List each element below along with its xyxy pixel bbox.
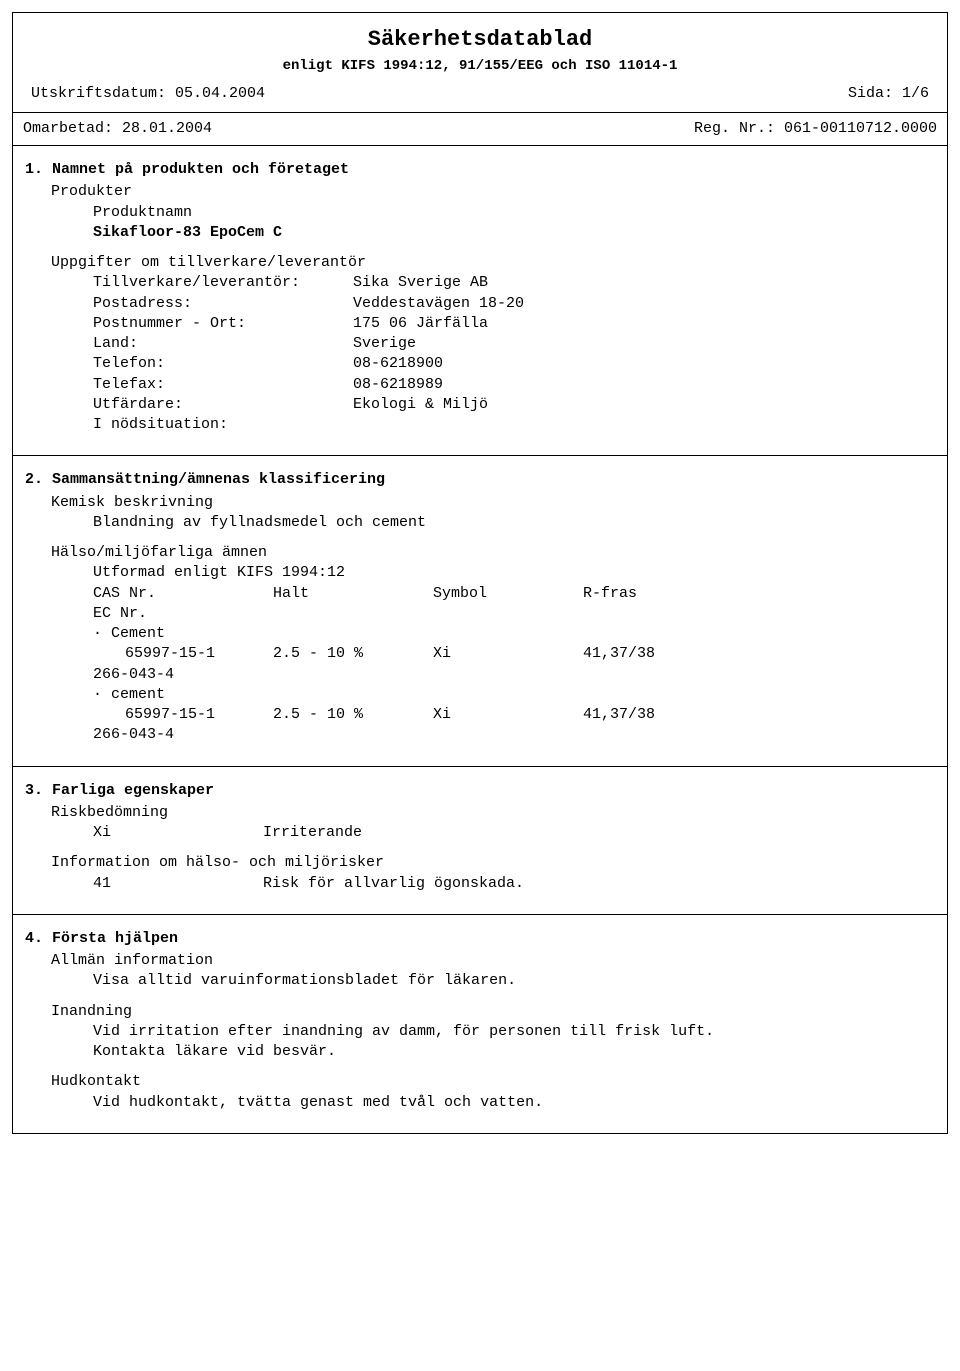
info-heading: Information om hälso- och miljörisker bbox=[51, 853, 935, 873]
general-label: Allmän information bbox=[51, 951, 935, 971]
issuer-key: Utfärdare: bbox=[93, 395, 353, 415]
rfras-val: 41,37/38 bbox=[583, 705, 935, 725]
skin-label: Hudkontakt bbox=[51, 1072, 935, 1092]
issuer-val: Ekologi & Miljö bbox=[353, 395, 935, 415]
chem-desc-label: Kemisk beskrivning bbox=[51, 493, 935, 513]
product-name: Sikafloor-83 EpoCem C bbox=[93, 223, 935, 243]
doc-title: Säkerhetsdatablad bbox=[23, 25, 937, 55]
post-val: 175 06 Järfälla bbox=[353, 314, 935, 334]
risk-row: Xi Irriterande bbox=[93, 823, 935, 843]
substance-name: Cement bbox=[93, 625, 165, 642]
chem-desc: Blandning av fyllnadsmedel och cement bbox=[93, 513, 935, 533]
section-2: 2. Sammansättning/ämnenas klassificering… bbox=[13, 455, 947, 765]
section-3-title: 3. Farliga egenskaper bbox=[25, 781, 935, 801]
doc-subtitle: enligt KIFS 1994:12, 91/155/EEG och ISO … bbox=[23, 57, 937, 76]
ec-val: 266-043-4 bbox=[93, 725, 935, 745]
fax-val: 08-6218989 bbox=[353, 375, 935, 395]
section-1-title: 1. Namnet på produkten och företaget bbox=[25, 160, 935, 180]
phone-key: Telefon: bbox=[93, 354, 353, 374]
revised-date: Omarbetad: 28.01.2004 bbox=[23, 119, 212, 139]
risk-text: Irriterande bbox=[263, 823, 935, 843]
products-label: Produkter bbox=[51, 182, 935, 202]
section-1: 1. Namnet på produkten och företaget Pro… bbox=[13, 145, 947, 455]
col-symbol: Symbol bbox=[433, 584, 583, 604]
table-row: 65997-15-1 2.5 - 10 % Xi 41,37/38 bbox=[125, 705, 935, 725]
address-val: Veddestavägen 18-20 bbox=[353, 294, 935, 314]
phone-val: 08-6218900 bbox=[353, 354, 935, 374]
substance-row: cement bbox=[93, 685, 935, 705]
cas-val: 65997-15-1 bbox=[125, 644, 273, 664]
col-rfras: R-fras bbox=[583, 584, 935, 604]
print-date: Utskriftsdatum: 05.04.2004 bbox=[31, 84, 265, 104]
r-text: Risk för allvarlig ögonskada. bbox=[263, 874, 935, 894]
r-code: 41 bbox=[93, 874, 263, 894]
manufacturer-val: Sika Sverige AB bbox=[353, 273, 935, 293]
symbol-val: Xi bbox=[433, 705, 583, 725]
col-cas: CAS Nr. bbox=[93, 584, 273, 604]
section-3: 3. Farliga egenskaper Riskbedömning Xi I… bbox=[13, 766, 947, 914]
substance-row: Cement bbox=[93, 624, 935, 644]
rfras-val: 41,37/38 bbox=[583, 644, 935, 664]
manufacturer-key: Tillverkare/leverantör: bbox=[93, 273, 353, 293]
inhalation-label: Inandning bbox=[51, 1002, 935, 1022]
table-header: CAS Nr. Halt Symbol R-fras bbox=[93, 584, 935, 604]
inhalation-text-1: Vid irritation efter inandning av damm, … bbox=[93, 1022, 935, 1042]
formatted-line: Utformad enligt KIFS 1994:12 bbox=[93, 563, 935, 583]
section-4: 4. Första hjälpen Allmän information Vis… bbox=[13, 914, 947, 1133]
country-val: Sverige bbox=[353, 334, 935, 354]
fax-key: Telefax: bbox=[93, 375, 353, 395]
hazard-heading: Hälso/miljöfarliga ämnen bbox=[51, 543, 935, 563]
country-key: Land: bbox=[93, 334, 353, 354]
emergency-key: I nödsituation: bbox=[93, 415, 353, 435]
reg-number: Reg. Nr.: 061-00110712.0000 bbox=[694, 119, 937, 139]
table-row: 65997-15-1 2.5 - 10 % Xi 41,37/38 bbox=[125, 644, 935, 664]
page-number: Sida: 1/6 bbox=[848, 84, 929, 104]
section-2-title: 2. Sammansättning/ämnenas klassificering bbox=[25, 470, 935, 490]
product-name-label: Produktnamn bbox=[93, 203, 935, 223]
risk-symbol: Xi bbox=[93, 823, 263, 843]
col-halt: Halt bbox=[273, 584, 433, 604]
symbol-val: Xi bbox=[433, 644, 583, 664]
skin-text: Vid hudkontakt, tvätta genast med tvål o… bbox=[93, 1093, 935, 1113]
general-text: Visa alltid varuinformationsbladet för l… bbox=[93, 971, 935, 991]
address-key: Postadress: bbox=[93, 294, 353, 314]
emergency-val bbox=[353, 415, 935, 435]
risk-label: Riskbedömning bbox=[51, 803, 935, 823]
inhalation-text-2: Kontakta läkare vid besvär. bbox=[93, 1042, 935, 1062]
halt-val: 2.5 - 10 % bbox=[273, 705, 433, 725]
supplier-heading: Uppgifter om tillverkare/leverantör bbox=[51, 253, 935, 273]
halt-val: 2.5 - 10 % bbox=[273, 644, 433, 664]
ec-val: 266-043-4 bbox=[93, 665, 935, 685]
post-key: Postnummer - Ort: bbox=[93, 314, 353, 334]
r-row: 41 Risk för allvarlig ögonskada. bbox=[93, 874, 935, 894]
ec-label: EC Nr. bbox=[93, 604, 935, 624]
divider bbox=[13, 112, 947, 113]
substance-name: cement bbox=[93, 686, 165, 703]
cas-val: 65997-15-1 bbox=[125, 705, 273, 725]
section-4-title: 4. Första hjälpen bbox=[25, 929, 935, 949]
